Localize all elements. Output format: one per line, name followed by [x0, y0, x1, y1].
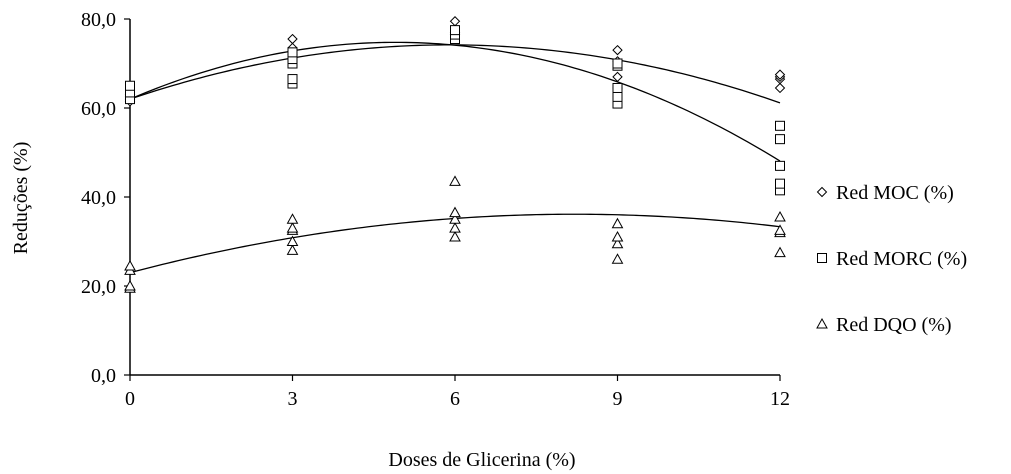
data-point-series-3: [611, 231, 624, 242]
data-point-series-2: [775, 178, 785, 189]
data-point-series-2: [612, 58, 623, 69]
tick-labels: 0 3 6 9 12 0,0 20,0 40,0 60,0 80,0: [81, 9, 790, 410]
x-tick-label: 6: [450, 388, 460, 410]
legend-marker-2: [817, 253, 827, 263]
data-point-series-3: [124, 279, 136, 291]
data-point-series-3: [449, 213, 461, 224]
x-tick-label: 0: [125, 388, 135, 410]
data-point-series-3: [774, 224, 786, 235]
legend-marker-3: [816, 317, 828, 329]
data-point-series-1: [612, 71, 623, 83]
data-point-series-3: [449, 175, 461, 186]
data-point-series-3: [611, 217, 624, 229]
data-point-series-3: [611, 253, 624, 264]
data-point-series-2: [775, 160, 785, 171]
data-point-series-3: [449, 206, 461, 218]
data-point-series-3: [124, 259, 136, 271]
legend-marker-1: [816, 186, 828, 198]
data-point-series-1: [449, 16, 461, 27]
data-point-series-3: [286, 244, 299, 255]
data-point-series-2: [775, 134, 785, 145]
data-points: [124, 16, 786, 293]
data-point-series-1: [774, 82, 786, 94]
y-tick-label: 60,0: [81, 98, 116, 120]
y-tick-label: 40,0: [81, 187, 116, 209]
data-point-series-2: [450, 25, 460, 36]
x-axis-label: Doses de Glicerina (%): [388, 449, 575, 471]
x-tick-label: 3: [288, 388, 298, 410]
data-point-series-2: [612, 91, 623, 102]
data-point-series-2: [125, 80, 135, 91]
data-point-series-1: [612, 44, 623, 56]
x-tick-label: 9: [613, 388, 623, 410]
data-point-series-1: [774, 69, 786, 80]
data-point-series-2: [287, 74, 298, 85]
x-tick-label: 12: [770, 388, 790, 410]
data-point-series-1: [287, 33, 298, 45]
legend-label-1: Red MOC (%): [836, 182, 954, 204]
data-point-series-3: [286, 222, 299, 233]
legend: Red MOC (%) Red MORC (%) Red DQO (%): [816, 182, 967, 336]
trend-line-series-2: [129, 41, 781, 162]
legend-label-3: Red DQO (%): [836, 314, 952, 336]
data-point-series-3: [774, 210, 786, 222]
data-point-series-3: [449, 222, 461, 233]
data-point-series-3: [774, 246, 786, 258]
data-point-series-3: [286, 235, 299, 246]
legend-label-2: Red MORC (%): [836, 248, 967, 270]
data-point-series-2: [775, 120, 785, 131]
data-point-series-3: [286, 213, 299, 224]
data-point-series-3: [449, 231, 461, 242]
y-tick-label: 80,0: [81, 9, 116, 31]
trend-line-series-1: [129, 44, 781, 104]
axes: [124, 18, 781, 381]
data-point-series-2: [612, 82, 623, 93]
y-axis-label: Reduções (%): [10, 142, 32, 255]
data-point-series-2: [287, 47, 298, 58]
y-tick-label: 20,0: [81, 276, 116, 298]
y-tick-label: 0,0: [91, 365, 116, 387]
data-point-series-3: [611, 237, 624, 249]
